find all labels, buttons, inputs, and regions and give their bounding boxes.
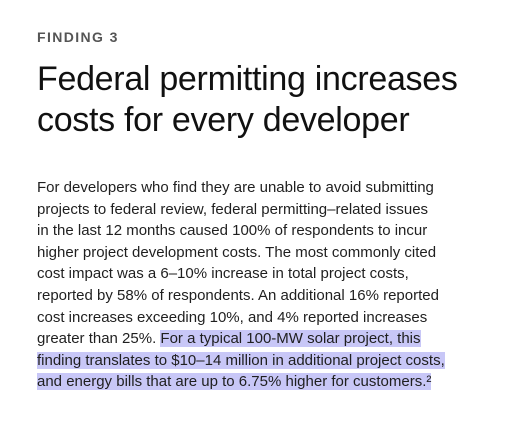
body-line: higher project development costs. The mo… — [37, 243, 437, 261]
body-line: For developers who find they are unable … — [37, 179, 434, 196]
finding-body-text[interactable]: For developers who find they are unable … — [37, 177, 487, 393]
text-selection-highlight[interactable]: and energy bills that are up to 6.75% hi… — [37, 373, 432, 391]
highlighted-line: and energy bills that are up to 6.75% hi… — [37, 371, 487, 393]
text-selection-highlight[interactable]: finding translates to $10–14 million in … — [37, 351, 445, 369]
body-line: projects to federal review, federal perm… — [37, 200, 429, 218]
body-line-plain-part: greater than 25%. — [37, 330, 161, 348]
finding-title-line: costs for every developer — [37, 101, 410, 139]
finding-label: FINDING 3 — [37, 29, 119, 45]
body-line: cost impact was a 6–10% increase in tota… — [37, 265, 409, 283]
body-line-mixed: greater than 25%. For a typical 100-MW s… — [37, 328, 487, 350]
text-selection-highlight[interactable]: For a typical 100-MW solar project, this — [160, 330, 421, 348]
body-line: in the last 12 months caused 100% of res… — [37, 222, 428, 240]
finding-title: Federal permitting increases costs for e… — [37, 59, 507, 141]
body-line: cost increases exceeding 10%, and 4% rep… — [37, 308, 428, 326]
highlighted-line: finding translates to $10–14 million in … — [37, 350, 487, 372]
finding-title-line: Federal permitting increases — [37, 60, 458, 98]
body-line: reported by 58% of respondents. An addit… — [37, 286, 439, 304]
